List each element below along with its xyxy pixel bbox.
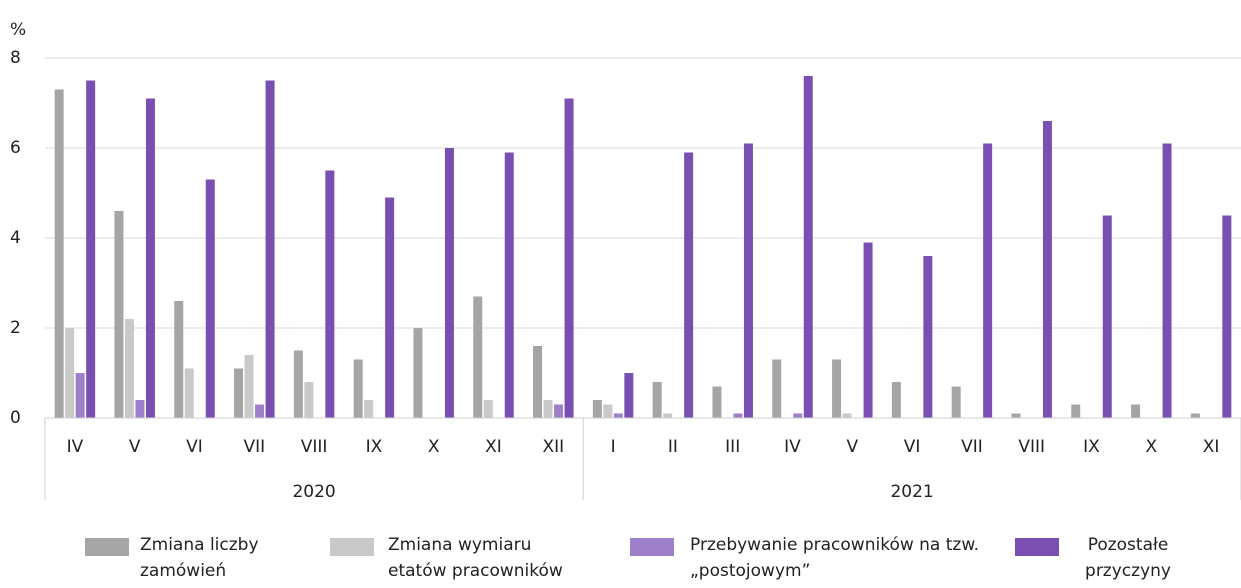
bar <box>244 355 254 418</box>
bar <box>145 98 155 418</box>
bar <box>504 152 514 418</box>
x-tick-label: VII <box>961 437 983 457</box>
bar <box>951 386 961 418</box>
x-tick-label: VIII <box>301 437 328 457</box>
bar <box>483 400 493 418</box>
x-tick-label: IV <box>67 437 84 457</box>
bar <box>543 400 553 418</box>
bar <box>592 400 602 418</box>
bar <box>444 148 454 418</box>
bar <box>1162 143 1172 418</box>
bar <box>353 359 363 418</box>
x-tick-label: VI <box>186 437 203 457</box>
bar <box>863 242 873 418</box>
bar <box>712 386 722 418</box>
legend-label: Przebywanie pracowników na tzw. „postojo… <box>690 535 980 581</box>
bar <box>663 413 673 418</box>
bar <box>54 89 64 418</box>
x-tick-label: X <box>1145 437 1157 457</box>
legend-label: Zmiana liczby zamówień <box>140 535 259 581</box>
legend-swatch <box>1015 538 1059 556</box>
bar <box>803 76 813 418</box>
y-axis-label: % <box>10 20 26 40</box>
y-tick-label: 2 <box>10 318 21 338</box>
bar <box>325 170 335 418</box>
bar <box>473 296 483 418</box>
bar <box>255 404 265 418</box>
x-tick-label: V <box>846 437 858 457</box>
y-tick-label: 4 <box>10 228 21 248</box>
bar <box>293 350 303 418</box>
legend-swatch <box>85 538 129 556</box>
y-tick-label: 6 <box>10 138 21 158</box>
bar <box>923 256 933 418</box>
x-tick-label: VIII <box>1018 437 1045 457</box>
bar <box>603 404 613 418</box>
bar <box>1011 413 1021 418</box>
bar <box>733 413 743 418</box>
x-tick-label: III <box>725 437 740 457</box>
x-tick-label: XI <box>485 437 502 457</box>
bar <box>891 382 901 418</box>
bar <box>652 382 662 418</box>
bar <box>413 328 423 418</box>
x-tick-label: V <box>129 437 141 457</box>
bar <box>385 197 395 418</box>
bar <box>1102 215 1112 418</box>
bar <box>124 319 134 418</box>
x-tick-label: VII <box>243 437 265 457</box>
group-label: 2020 <box>292 482 335 502</box>
group-label: 2021 <box>890 482 933 502</box>
bar <box>554 404 564 418</box>
x-tick-label: XI <box>1203 437 1220 457</box>
bar <box>564 98 574 418</box>
bar <box>364 400 374 418</box>
y-tick-label: 8 <box>10 48 21 68</box>
bar <box>265 80 275 418</box>
x-tick-label: IV <box>784 437 801 457</box>
legend-label: Pozostałe przyczyny <box>1085 535 1171 581</box>
bar <box>624 373 634 418</box>
x-tick-label: II <box>668 437 678 457</box>
bar <box>842 413 852 418</box>
bar <box>86 80 96 418</box>
bar <box>205 179 215 418</box>
bar <box>533 346 543 418</box>
bar <box>75 373 85 418</box>
legend-swatch <box>330 538 374 556</box>
bar <box>832 359 842 418</box>
bar <box>1131 404 1141 418</box>
x-tick-label: IX <box>366 437 383 457</box>
x-tick-label: I <box>611 437 616 457</box>
bar <box>793 413 803 418</box>
bar <box>114 211 124 418</box>
bar <box>1222 215 1232 418</box>
bar <box>234 368 244 418</box>
bar <box>135 400 145 418</box>
bar <box>684 152 694 418</box>
bar <box>743 143 753 418</box>
y-tick-label: 0 <box>10 408 21 428</box>
bar <box>1042 121 1052 418</box>
bar <box>304 382 314 418</box>
x-tick-label: IX <box>1083 437 1100 457</box>
bar <box>983 143 993 418</box>
bar <box>65 328 75 418</box>
bar <box>174 301 184 418</box>
bar <box>1071 404 1081 418</box>
legend-label: Zmiana wymiaru etatów pracowników <box>388 535 563 581</box>
legend-swatch <box>630 538 674 556</box>
bar <box>772 359 782 418</box>
bar <box>1190 413 1200 418</box>
x-tick-label: X <box>428 437 440 457</box>
bar <box>184 368 194 418</box>
bar <box>613 413 623 418</box>
x-tick-label: XII <box>542 437 564 457</box>
x-tick-label: VI <box>904 437 921 457</box>
